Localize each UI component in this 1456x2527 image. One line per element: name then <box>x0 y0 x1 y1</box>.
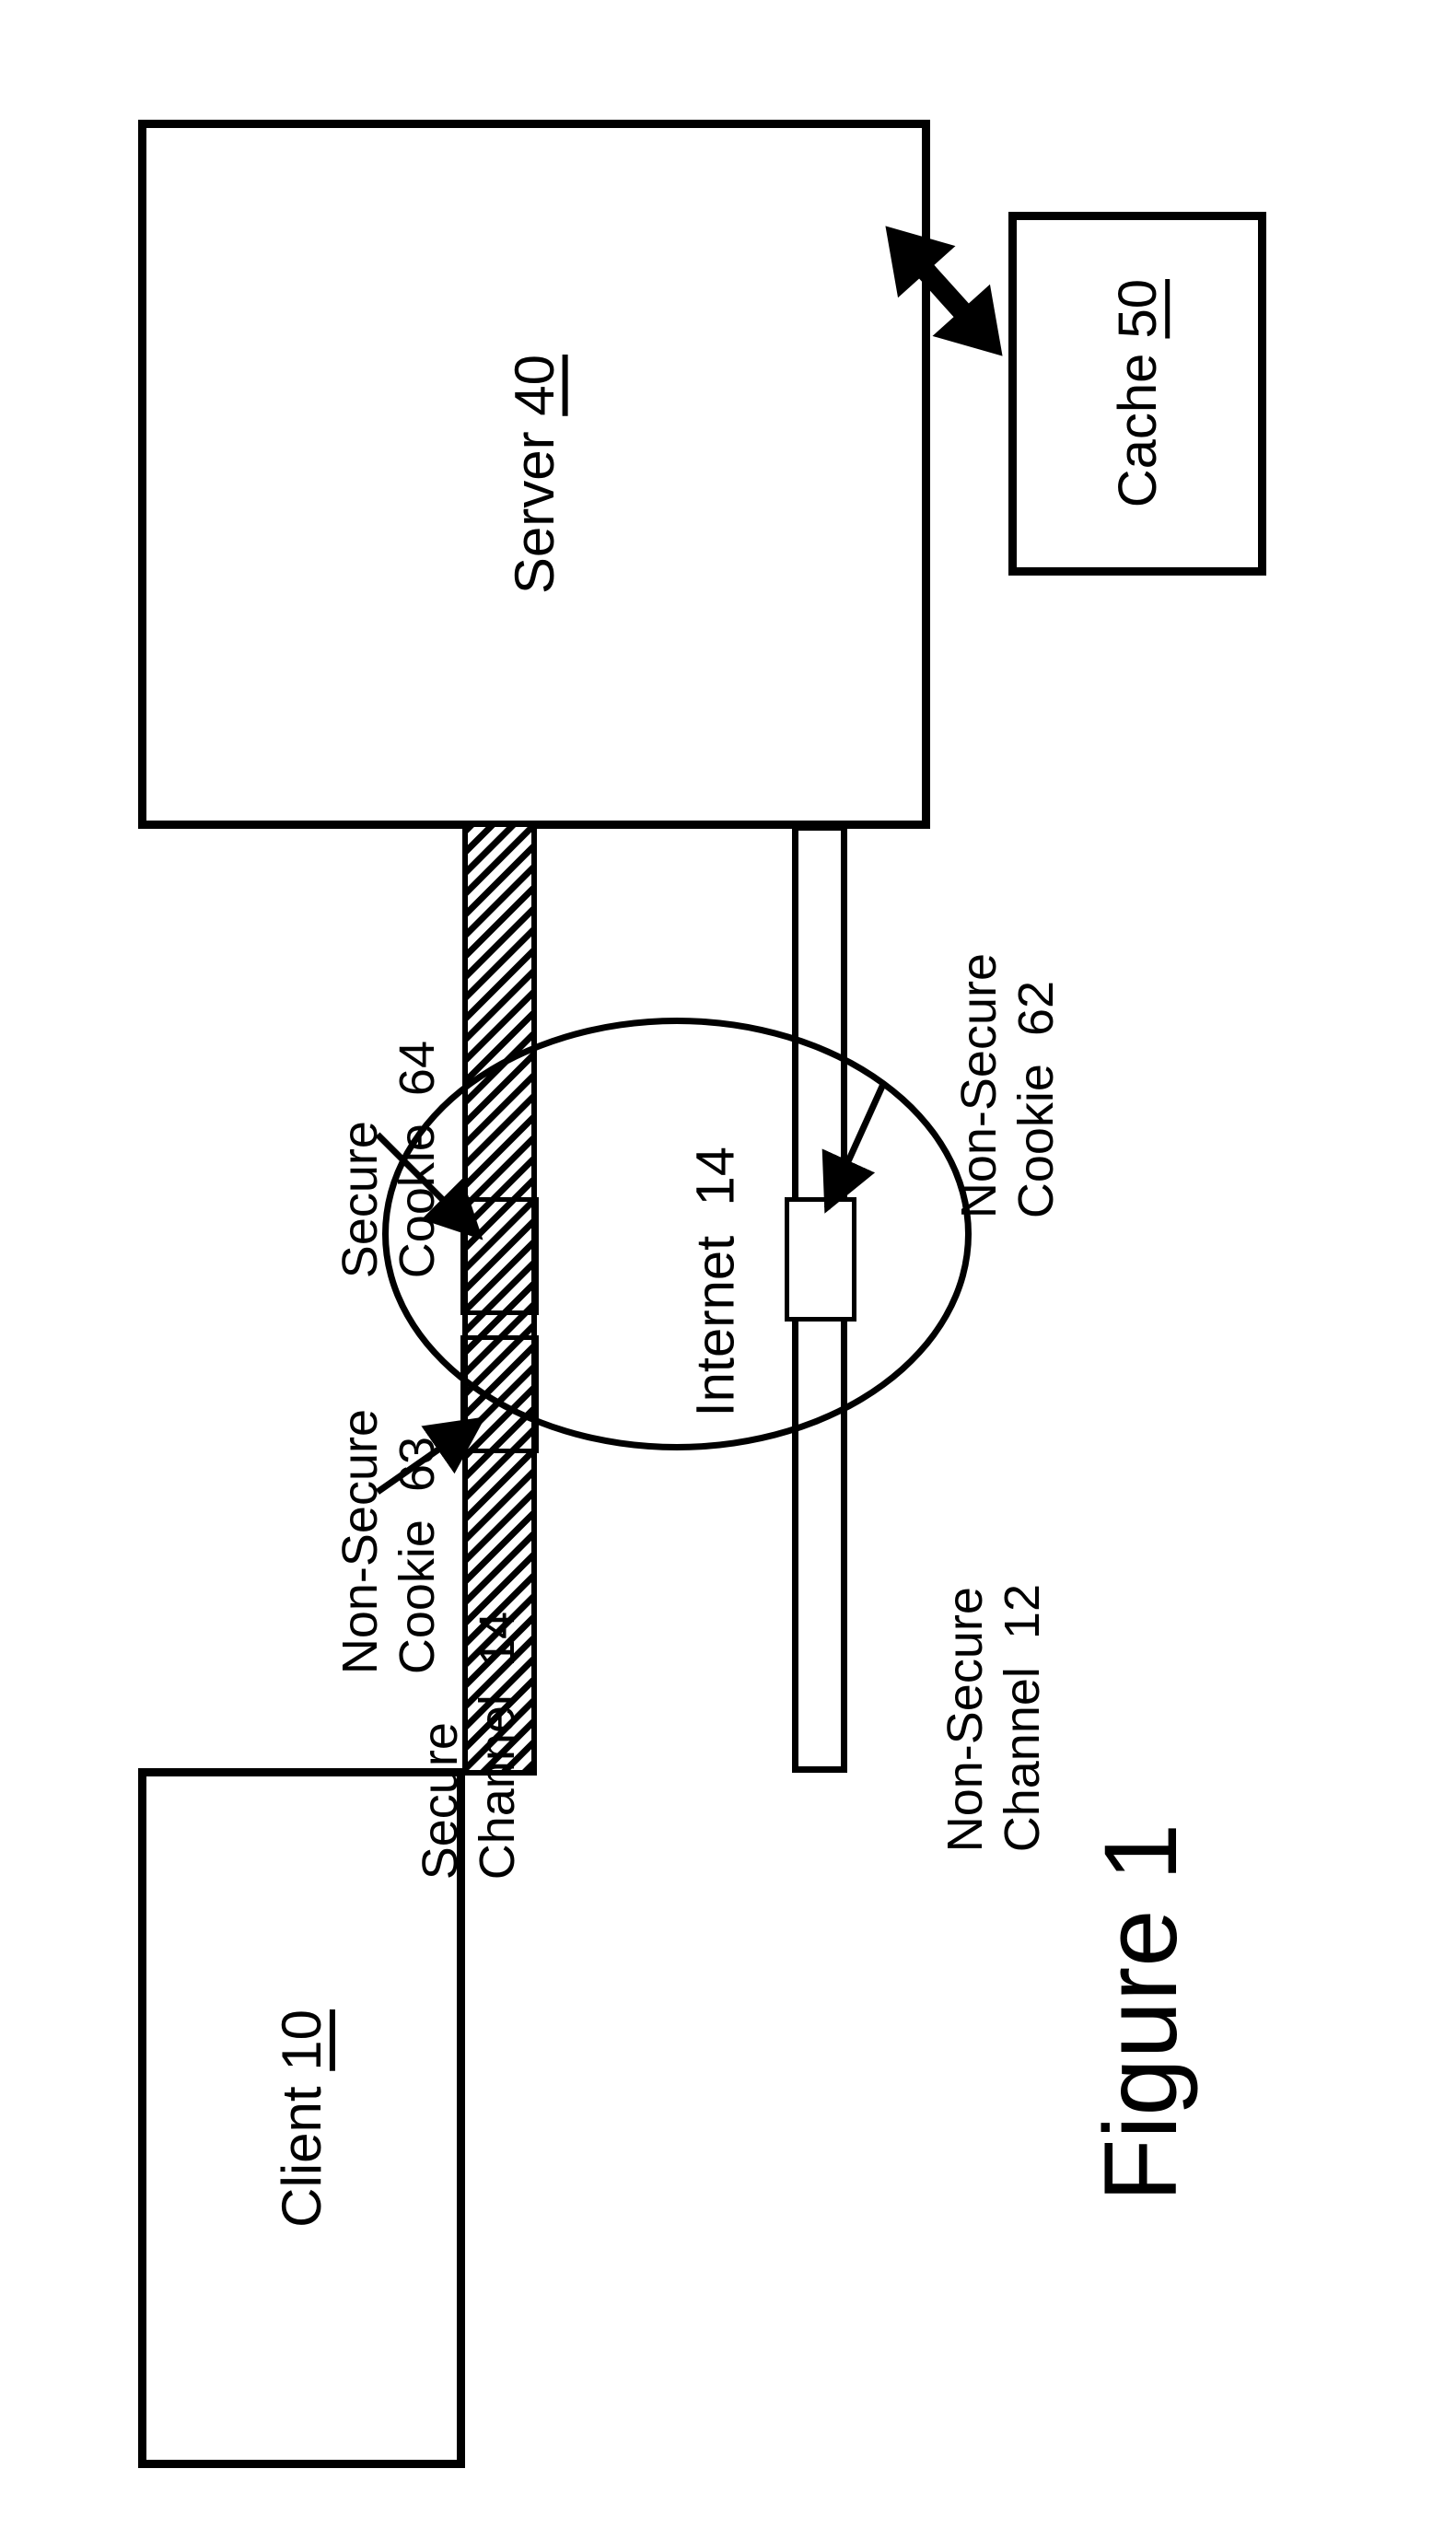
figure-page: Client 10 Server 40 Cache 50 Internet 14 <box>0 0 1456 2527</box>
figure-title: Figure 1 <box>1082 1823 1201 2202</box>
pointer-arrows <box>0 0 1456 2527</box>
